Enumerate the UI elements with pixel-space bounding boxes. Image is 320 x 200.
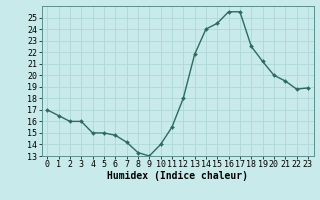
X-axis label: Humidex (Indice chaleur): Humidex (Indice chaleur) <box>107 171 248 181</box>
